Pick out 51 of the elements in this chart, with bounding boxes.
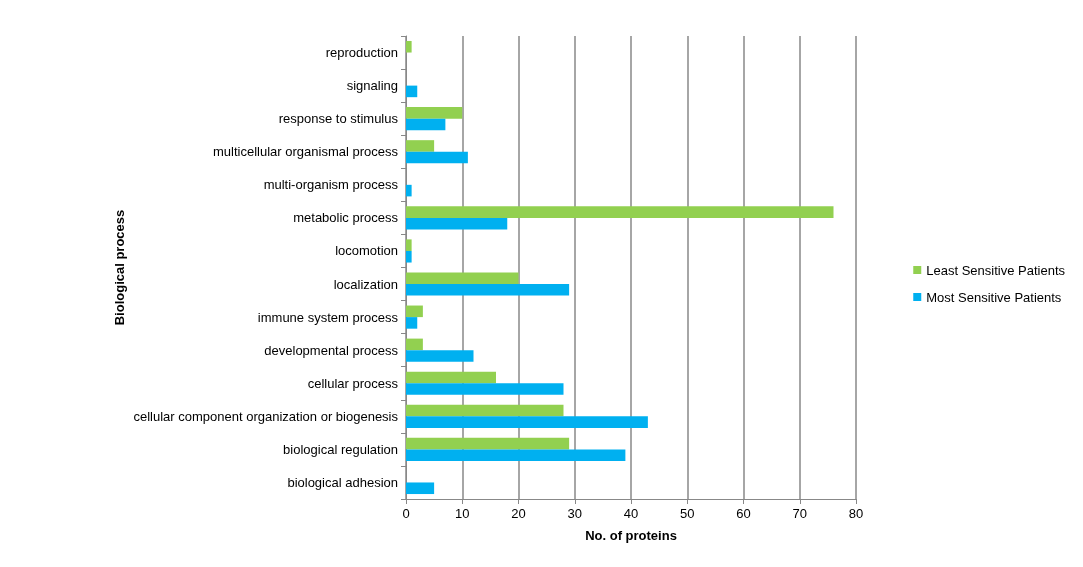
y-tick-label: immune system process	[257, 309, 399, 325]
legend-label: Least Sensitive Patients	[926, 262, 1066, 278]
bar	[406, 206, 834, 218]
x-tick-label: 30	[567, 506, 582, 521]
y-tick-label: reproduction	[325, 45, 398, 61]
bar	[406, 118, 446, 131]
bar	[406, 107, 463, 119]
x-tick-label: 20	[511, 506, 526, 521]
bar	[406, 371, 496, 384]
bar	[406, 284, 570, 296]
bar	[406, 416, 648, 428]
bar	[406, 350, 474, 362]
x-tick-label: 60	[736, 506, 751, 521]
y-tick-label: multicellular organismal process	[213, 144, 399, 160]
x-tick-label: 10	[455, 506, 470, 521]
y-tick-label: biological regulation	[283, 441, 398, 457]
y-tick-label: multi-organism process	[263, 177, 399, 193]
bar	[406, 217, 508, 230]
y-axis-title: Biological process	[112, 209, 127, 326]
bar	[406, 40, 412, 53]
bar	[406, 151, 468, 164]
y-tick-label: locomotion	[335, 243, 398, 259]
bar	[406, 317, 418, 329]
bar	[406, 404, 564, 417]
x-tick-label: 70	[792, 506, 807, 521]
x-tick-label: 50	[680, 506, 695, 521]
bar	[406, 239, 412, 251]
bar	[406, 184, 412, 197]
bar	[406, 383, 564, 395]
x-tick-label: 80	[848, 506, 864, 521]
bar	[406, 449, 626, 461]
y-tick-label: metabolic process	[293, 210, 399, 226]
x-tick-label: 0	[402, 506, 410, 521]
bar	[406, 140, 435, 152]
y-tick-label: cellular process	[307, 375, 399, 391]
y-tick-label: developmental process	[264, 342, 399, 358]
y-tick-label: response to stimulus	[278, 111, 399, 127]
y-tick-label: biological adhesion	[287, 474, 398, 490]
bar	[406, 305, 423, 318]
bar	[406, 338, 423, 351]
bar	[406, 272, 519, 285]
x-tick-label: 40	[623, 506, 639, 521]
bar	[406, 437, 570, 450]
bar	[406, 482, 435, 495]
y-tick-label: cellular component organization or biogenesis	[133, 408, 399, 424]
y-tick-label: signaling	[346, 78, 398, 94]
bar	[406, 250, 412, 263]
y-tick-label: localization	[333, 276, 398, 292]
legend-label: Most Sensitive Patients	[926, 289, 1062, 305]
x-axis-title: No. of proteins	[585, 528, 677, 543]
bar	[406, 85, 418, 98]
